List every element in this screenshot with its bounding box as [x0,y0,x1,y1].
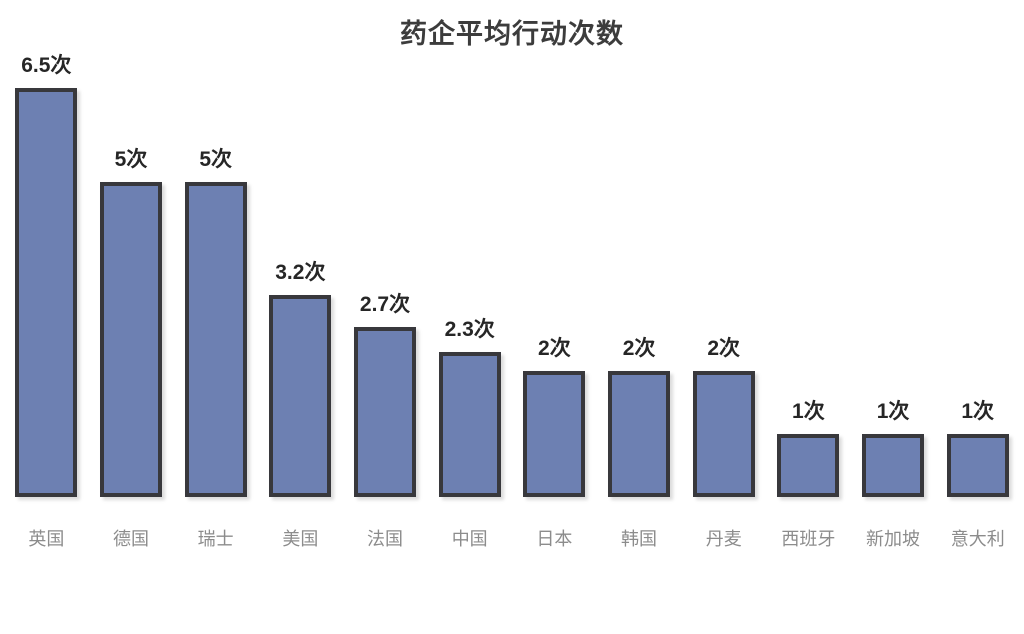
bar-group-singapore: 1次 新加坡 [851,395,936,549]
category-label: 德国 [113,529,149,549]
category-label: 韩国 [621,529,658,549]
bar-france [354,326,417,497]
bar-group-denmark: 2次 丹麦 [681,332,766,549]
bar-japan [523,371,586,497]
bar-group-italy: 1次 意大利 [935,395,1020,549]
category-label: 意大利 [950,529,1005,549]
chart-title: 药企平均行动次数 [400,19,624,49]
category-label: 法国 [367,529,404,549]
bar-group-switzerland: 5次 瑞士 [173,143,258,549]
category-label: 新加坡 [866,529,921,549]
bar-value-label: 1次 [961,400,995,423]
bar-spain [777,434,840,497]
category-label: 英国 [28,529,65,549]
bar-group-south-korea: 2次 韩国 [597,332,682,549]
category-label: 瑞士 [197,529,234,549]
bar-group-uk: 6.5次 英国 [4,49,89,549]
bar-italy [946,434,1009,497]
bar-group-spain: 1次 西班牙 [766,395,851,549]
bar-value-label: 6.5次 [21,53,72,77]
bar-china [438,352,501,497]
bar-germany [100,182,162,497]
category-label: 中国 [451,529,488,549]
bar-uk [15,87,78,497]
bar-usa [269,295,332,497]
bar-group-china: 2.3次 中国 [427,313,512,549]
bar-group-france: 2.7次 法国 [343,288,428,549]
bar-value-label: 3.2次 [275,261,326,285]
bar-group-germany: 5次 德国 [89,143,174,549]
category-label: 西班牙 [781,529,836,549]
bar-denmark [692,371,755,497]
bar-value-label: 2.7次 [359,292,411,316]
bar-value-label: 2.3次 [444,318,495,342]
bar-value-label: 5次 [114,148,148,171]
bar-value-label: 1次 [792,400,825,423]
plot-area: 6.5次 英国 5次 德国 5次 瑞士 3.2次 美国 2.7次 法国 2.3次 [0,54,1024,549]
category-label: 日本 [536,529,573,549]
bar-south-korea [608,371,671,497]
bar-value-label: 5次 [199,148,233,171]
bar-value-label: 2次 [707,337,741,360]
category-label: 美国 [282,529,319,549]
category-label: 丹麦 [705,529,742,549]
bar-value-label: 2次 [538,337,571,360]
bar-switzerland [184,182,247,497]
bar-value-label: 1次 [876,400,910,423]
bar-singapore [862,434,925,497]
bar-group-usa: 3.2次 美国 [258,256,343,549]
bar-group-japan: 2次 日本 [512,332,597,549]
bar-value-label: 2次 [622,337,656,360]
